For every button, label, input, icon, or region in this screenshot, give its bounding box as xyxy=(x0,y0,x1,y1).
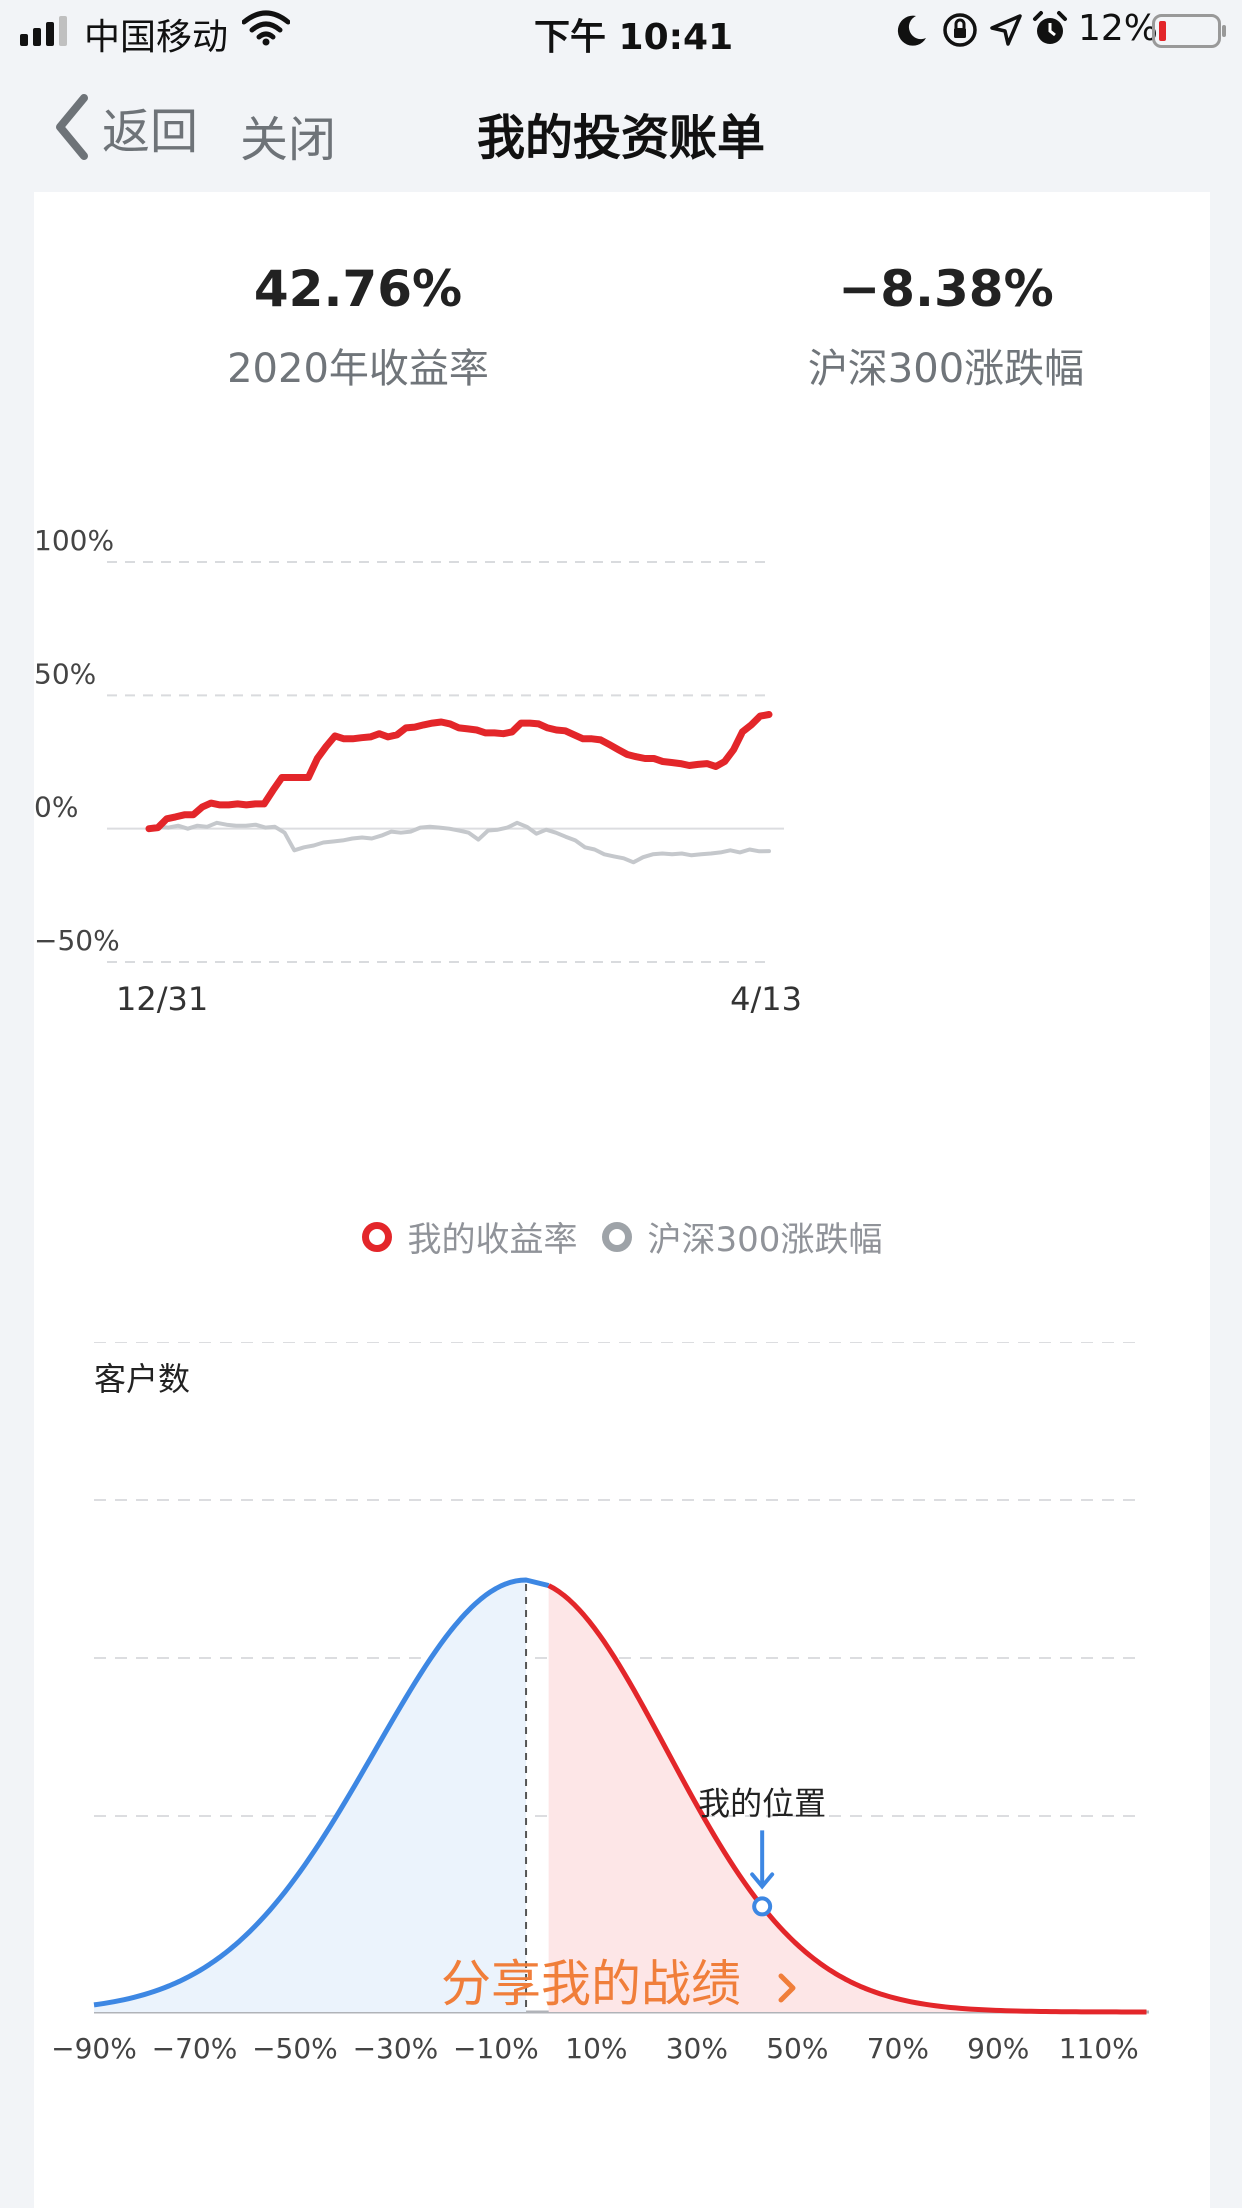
x-tick-label: 50% xyxy=(766,2032,828,2065)
legend-my-return[interactable]: 我的收益率 xyxy=(361,1212,578,1261)
my-return-value: 42.76% xyxy=(253,260,463,318)
status-bar: 中国移动 下午 10:41 12% xyxy=(0,0,1242,62)
legend-index-label: 沪深300涨跌幅 xyxy=(647,1220,883,1260)
my-return-stat: 42.76% 2020年收益率 xyxy=(108,260,608,394)
chart-legend: 我的收益率 沪深300涨跌幅 xyxy=(34,1212,1210,1261)
left-area-fill xyxy=(94,1580,527,2012)
legend-dot-gray xyxy=(601,1221,632,1252)
back-label: 返回 xyxy=(102,104,199,160)
my-position-label: 我的位置 xyxy=(698,1784,826,1822)
carrier-label: 中国移动 xyxy=(84,17,229,58)
return-line-chart: 100% 50% 0% −50% 12/31 4/13 xyxy=(34,524,802,1018)
x-tick-label: 30% xyxy=(666,2032,728,2065)
clock-time: 下午 10:41 xyxy=(534,17,734,58)
x-tick-label: −30% xyxy=(353,2032,439,2065)
x-end-label: 4/13 xyxy=(730,980,802,1018)
x-tick-label: 90% xyxy=(967,2032,1029,2065)
my-return-line xyxy=(145,711,773,833)
battery-percent: 12% xyxy=(1078,8,1159,49)
close-button[interactable]: 关闭 xyxy=(240,112,337,168)
bill-card: 战胜00% 42.76% 2020年收益率 −8.38% 沪深300涨跌幅 10… xyxy=(34,192,1210,2208)
x-tick-label: 70% xyxy=(867,2032,929,2065)
x-tick-label: 10% xyxy=(565,2032,627,2065)
legend-my-return-label: 我的收益率 xyxy=(407,1220,578,1260)
y-tick-label: −50% xyxy=(34,924,120,957)
legend-dot-red xyxy=(361,1221,392,1252)
x-tick-label: −50% xyxy=(252,2032,338,2065)
chevron-right-icon xyxy=(778,1973,796,2002)
y-tick-label: 0% xyxy=(34,791,78,824)
x-tick-label: −10% xyxy=(453,2032,539,2065)
share-button[interactable]: 分享我的战绩 xyxy=(0,1944,1242,2016)
y-axis-label: 客户数 xyxy=(94,1360,190,1398)
left-curve xyxy=(93,1577,550,2008)
index-line xyxy=(147,820,771,865)
arrow-head-icon xyxy=(750,1872,775,1890)
clipped-heading: 战胜00% xyxy=(34,192,1210,226)
my-position-marker xyxy=(752,1896,773,1917)
rotation-lock-icon xyxy=(943,13,977,47)
x-tick-label: −70% xyxy=(152,2032,238,2065)
y-tick-label: 50% xyxy=(34,657,96,690)
my-return-label: 2020年收益率 xyxy=(227,346,489,392)
x-start-label: 12/31 xyxy=(116,980,208,1018)
battery-icon xyxy=(1152,14,1226,48)
nav-bar: 返回 关闭 我的投资账单 xyxy=(0,62,1242,192)
x-tick-label: −90% xyxy=(51,2032,137,2065)
location-icon xyxy=(990,14,1022,46)
chevron-left-icon xyxy=(56,94,88,160)
right-area-fill xyxy=(548,1585,1149,2012)
index-change-label: 沪深300涨跌幅 xyxy=(807,346,1085,392)
index-change-stat: −8.38% 沪深300涨跌幅 xyxy=(696,260,1196,394)
x-tick-label: 110% xyxy=(1059,2032,1139,2065)
legend-index[interactable]: 沪深300涨跌幅 xyxy=(601,1212,883,1261)
signal-icon xyxy=(20,16,67,46)
back-button[interactable]: 返回 xyxy=(52,92,198,162)
index-change-value: −8.38% xyxy=(838,260,1054,318)
wifi-icon xyxy=(242,10,290,46)
right-curve xyxy=(547,1583,1147,2015)
alarm-icon xyxy=(1033,11,1067,44)
y-tick-label: 100% xyxy=(34,524,114,557)
moon-icon xyxy=(897,15,926,46)
share-label: 分享我的战绩 xyxy=(441,1955,742,2013)
page-title: 我的投资账单 xyxy=(476,110,765,166)
distribution-chart: 客户数 −90% −70% −50% −30% −10% 10% 30% 50% 70% 90% 11… xyxy=(51,1342,1149,2065)
